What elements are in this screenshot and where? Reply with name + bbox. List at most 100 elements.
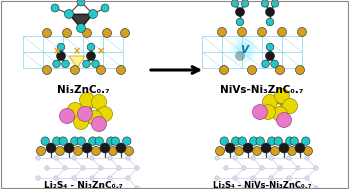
Circle shape [81, 186, 85, 189]
Circle shape [74, 115, 89, 129]
Circle shape [77, 0, 85, 6]
Circle shape [262, 60, 269, 68]
Circle shape [135, 186, 139, 189]
Circle shape [108, 176, 112, 180]
Circle shape [77, 137, 86, 145]
Circle shape [51, 4, 59, 12]
Circle shape [314, 186, 318, 189]
Circle shape [90, 176, 94, 180]
Circle shape [266, 8, 275, 16]
Circle shape [236, 8, 245, 16]
Circle shape [87, 43, 95, 51]
Circle shape [45, 186, 49, 189]
Circle shape [36, 156, 40, 160]
Text: NiVs-Ni₃ZnC₀.₇: NiVs-Ni₃ZnC₀.₇ [220, 85, 304, 95]
Circle shape [251, 156, 255, 160]
Circle shape [92, 60, 99, 68]
Circle shape [238, 137, 246, 145]
Circle shape [269, 156, 273, 160]
Circle shape [252, 146, 261, 156]
Circle shape [101, 4, 109, 12]
Circle shape [270, 146, 280, 156]
Circle shape [76, 23, 86, 33]
Circle shape [97, 106, 112, 122]
Circle shape [87, 51, 96, 60]
Circle shape [260, 186, 264, 189]
Circle shape [99, 186, 103, 189]
Circle shape [122, 137, 131, 145]
Circle shape [236, 42, 252, 58]
Circle shape [304, 146, 312, 156]
Circle shape [117, 166, 121, 170]
Circle shape [70, 137, 79, 145]
Circle shape [77, 106, 92, 122]
Circle shape [275, 88, 290, 104]
Circle shape [120, 29, 129, 37]
Text: ×: × [97, 46, 105, 56]
Circle shape [41, 137, 50, 145]
Circle shape [251, 176, 255, 180]
Circle shape [250, 137, 258, 145]
Circle shape [278, 166, 282, 170]
Circle shape [266, 18, 274, 26]
Circle shape [83, 60, 90, 68]
Circle shape [230, 36, 258, 64]
Circle shape [297, 28, 306, 36]
Circle shape [260, 166, 264, 170]
Circle shape [91, 116, 106, 132]
Circle shape [88, 111, 103, 125]
Circle shape [70, 66, 80, 74]
Circle shape [55, 146, 65, 156]
Circle shape [243, 143, 253, 153]
Circle shape [57, 51, 66, 60]
Circle shape [89, 9, 97, 19]
Circle shape [314, 166, 318, 170]
Circle shape [116, 143, 126, 153]
Circle shape [252, 105, 267, 119]
Circle shape [220, 137, 228, 145]
Circle shape [224, 186, 228, 189]
Circle shape [261, 0, 269, 7]
Circle shape [305, 176, 309, 180]
Circle shape [305, 156, 309, 160]
Circle shape [275, 66, 284, 74]
Circle shape [90, 156, 94, 160]
Circle shape [296, 166, 300, 170]
Circle shape [54, 176, 58, 180]
Circle shape [36, 176, 40, 180]
Circle shape [268, 137, 276, 145]
Circle shape [287, 156, 291, 160]
Circle shape [290, 137, 298, 145]
Circle shape [282, 98, 297, 114]
Circle shape [235, 146, 244, 156]
Circle shape [82, 29, 91, 37]
Circle shape [62, 29, 72, 37]
Circle shape [103, 29, 111, 37]
Circle shape [91, 94, 106, 109]
Circle shape [236, 51, 245, 60]
Circle shape [262, 94, 277, 109]
Text: Li₂S₄ - Ni₃ZnC₀.₇: Li₂S₄ - Ni₃ZnC₀.₇ [44, 181, 122, 189]
Circle shape [279, 143, 289, 153]
Polygon shape [69, 56, 85, 68]
Circle shape [220, 66, 229, 74]
Circle shape [241, 0, 249, 7]
Circle shape [43, 29, 52, 37]
Circle shape [109, 146, 118, 156]
Circle shape [117, 186, 121, 189]
Circle shape [242, 186, 246, 189]
Circle shape [97, 66, 105, 74]
Circle shape [59, 108, 74, 123]
Circle shape [111, 137, 119, 145]
Circle shape [117, 66, 126, 74]
Text: Ni₃ZnC₀.₇: Ni₃ZnC₀.₇ [57, 85, 109, 95]
Circle shape [81, 166, 85, 170]
Circle shape [53, 137, 61, 145]
Circle shape [295, 143, 305, 153]
Circle shape [57, 43, 65, 51]
Circle shape [274, 137, 282, 145]
Circle shape [91, 146, 101, 156]
Circle shape [271, 0, 279, 7]
Circle shape [37, 146, 45, 156]
Polygon shape [69, 14, 93, 28]
